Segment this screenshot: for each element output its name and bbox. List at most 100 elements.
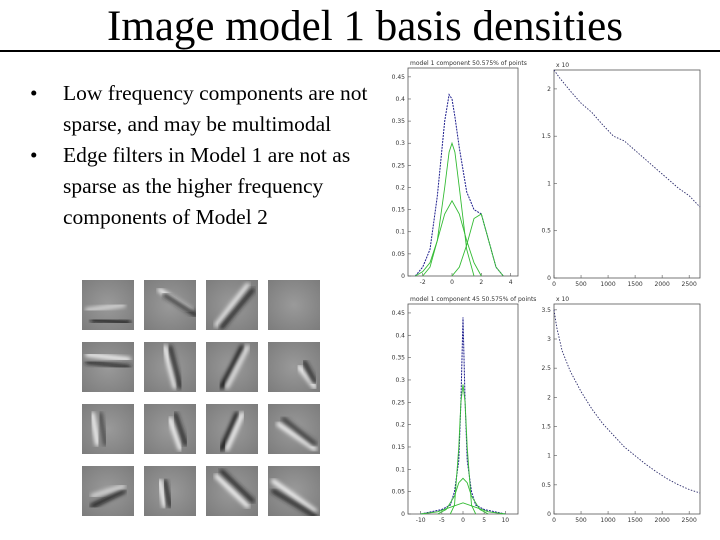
filter-background <box>144 404 196 454</box>
y-tick-label: 0.2 <box>395 422 405 429</box>
y-tick-label: 0.25 <box>392 399 406 406</box>
filter-stroke <box>214 474 250 509</box>
basis-filter-image <box>268 466 320 516</box>
x-tick-label: 2000 <box>655 517 670 524</box>
y-tick-label: 0.15 <box>392 444 406 451</box>
filter-background <box>82 404 134 454</box>
bullet-text: Low frequency components are not sparse,… <box>63 81 368 136</box>
basis-filter-tile <box>144 280 196 330</box>
series-line-decay <box>553 309 701 494</box>
density-plot-component-1: model 1 component 50.575% of points 0 0.05… <box>378 60 538 290</box>
series-line-component <box>422 141 475 277</box>
x-tick-label: 1500 <box>627 517 642 524</box>
y-tick-label: 1.5 <box>541 133 551 140</box>
y-tick-label: 2 <box>547 86 551 93</box>
basis-filter-tile <box>206 466 258 516</box>
y-tick-label: 1 <box>547 180 551 187</box>
basis-filter-image <box>206 342 258 392</box>
y-tick-label: 0.45 <box>392 74 406 81</box>
x-tick-label: 500 <box>575 281 587 288</box>
series-line-total <box>414 93 504 277</box>
x-tick-label: 0 <box>552 517 556 524</box>
y-tick-label: 2 <box>547 394 551 401</box>
basis-filter-tile <box>82 404 134 454</box>
x-tick-label: 2 <box>479 279 483 286</box>
filter-stroke <box>224 412 245 451</box>
filter-stroke <box>90 484 126 499</box>
x-tick-label: 0 <box>552 281 556 288</box>
series-line-component <box>415 199 482 277</box>
basis-filter-grid <box>82 280 332 535</box>
y-tick-label: 0.4 <box>395 96 405 103</box>
filter-stroke <box>90 489 126 509</box>
basis-filter-image <box>82 342 134 392</box>
x-tick-label: 4 <box>509 279 513 286</box>
filter-stroke <box>85 303 126 313</box>
x-tick-label: 0 <box>461 517 465 524</box>
y-tick-label: 0.05 <box>392 489 406 496</box>
filter-stroke <box>157 479 167 509</box>
filter-stroke <box>271 489 317 516</box>
basis-filter-image <box>206 280 258 330</box>
filter-stroke <box>214 283 250 327</box>
y-tick-label: 1 <box>547 453 551 460</box>
filter-stroke <box>162 345 178 389</box>
basis-filter-image <box>206 466 258 516</box>
basis-filter-tile <box>82 280 134 330</box>
basis-filter-tile <box>206 342 258 392</box>
filter-stroke <box>167 345 183 389</box>
chart-title: model 1 component 50.575% of points <box>410 60 527 67</box>
basis-filter-tile <box>268 466 320 516</box>
plot-frame <box>553 303 701 515</box>
series-line-total <box>420 317 506 515</box>
x-tick-label: 0 <box>450 279 454 286</box>
basis-filter-image <box>144 404 196 454</box>
filter-stroke <box>85 352 131 362</box>
density-plot-component-45: model 1 component 45 50.575% of points 0 0… <box>378 296 538 528</box>
basis-filter-tile <box>144 404 196 454</box>
x-tick-label: 1000 <box>600 281 615 288</box>
basis-filter-tile <box>206 404 258 454</box>
y-tick-label: 0 <box>401 511 405 518</box>
basis-filter-image <box>82 466 134 516</box>
y-tick-label: 0 <box>401 273 405 280</box>
basis-filter-tile <box>268 280 320 330</box>
filter-stroke <box>167 417 183 451</box>
y-tick-label: 0.35 <box>392 355 406 362</box>
basis-filter-tile <box>144 466 196 516</box>
chart-svg: model 1 component 45 50.575% of points 0 0… <box>392 296 537 524</box>
y-tick-label: 0.35 <box>392 118 406 125</box>
y-tick-label: 0 <box>547 511 551 518</box>
bullet-item: • Low frequency components are not spars… <box>30 78 390 140</box>
y-tick-label: 0.5 <box>541 228 551 235</box>
chart-title: x 10 <box>556 62 569 69</box>
basis-filter-image <box>268 342 320 392</box>
filter-stroke <box>173 412 188 447</box>
y-tick-label: 0.3 <box>395 140 405 147</box>
y-tick-label: 0.1 <box>395 229 405 236</box>
chart-svg: x 10 0 0.5 1 1.5 2 2.5 3 3.5 0 500 1000 1500 2000 2500 <box>541 296 701 524</box>
filter-stroke <box>302 360 317 385</box>
x-tick-label: 1500 <box>627 281 642 288</box>
filter-stroke <box>297 365 317 389</box>
bullet-dot-icon: • <box>30 143 38 167</box>
y-tick-label: 0.4 <box>395 332 405 339</box>
basis-filter-tile <box>206 280 258 330</box>
basis-filter-image <box>144 466 196 516</box>
chart-svg: model 1 component 50.575% of points 0 0.05… <box>392 60 527 286</box>
y-tick-label: 3.5 <box>541 307 551 314</box>
y-tick-label: 0.25 <box>392 162 406 169</box>
filter-stroke <box>224 345 250 389</box>
basis-filter-tile <box>82 466 134 516</box>
x-tick-label: -5 <box>439 517 445 524</box>
bullet-text: Edge filters in Model 1 are not as spars… <box>63 143 351 229</box>
plot-frame <box>553 69 701 279</box>
x-tick-label: 5 <box>482 517 486 524</box>
basis-filter-image <box>82 280 134 330</box>
y-tick-label: 0.05 <box>392 251 406 258</box>
filter-stroke <box>90 318 131 325</box>
filter-stroke <box>219 345 245 389</box>
y-tick-label: 0.3 <box>395 377 405 384</box>
x-tick-label: 500 <box>575 517 587 524</box>
plot-frame <box>407 67 519 277</box>
